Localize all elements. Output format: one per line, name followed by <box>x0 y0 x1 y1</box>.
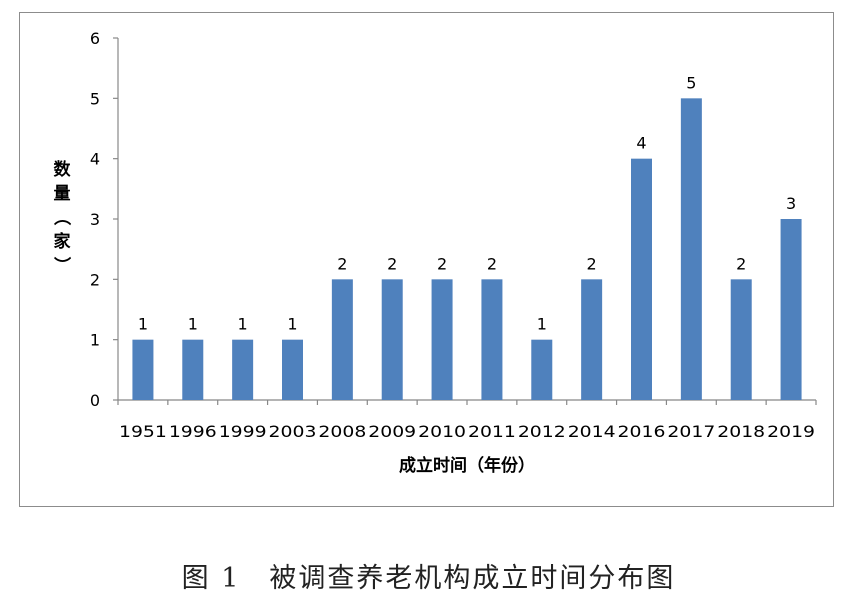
data-labels: 1 1 1 1 2 2 2 2 1 2 4 5 2 3 <box>138 73 796 333</box>
bar-2008 <box>331 279 353 400</box>
bar-2017 <box>680 98 702 400</box>
y-tick-label: 5 <box>90 89 100 108</box>
y-axis-title-char: ） <box>51 257 72 274</box>
x-tick-label-2010: 2010 <box>418 422 466 441</box>
x-tick-label-2018: 2018 <box>717 422 765 441</box>
bar-1996 <box>182 339 204 400</box>
data-label-2019: 3 <box>786 194 796 213</box>
y-axis: 0 1 2 3 4 5 6 <box>90 29 119 410</box>
x-tick-label-2011: 2011 <box>468 422 516 441</box>
data-label-1951: 1 <box>138 315 148 334</box>
x-tick-label-2017: 2017 <box>667 422 715 441</box>
x-tick-label-1951: 1951 <box>119 422 167 441</box>
x-tick-label-2009: 2009 <box>368 422 416 441</box>
x-tick-label-2019: 2019 <box>767 422 815 441</box>
x-tick-label-2012: 2012 <box>518 422 566 441</box>
x-tick-label-2016: 2016 <box>618 422 666 441</box>
y-tick-label: 0 <box>90 391 100 410</box>
y-tick-label: 6 <box>90 29 100 48</box>
x-tick-label-2008: 2008 <box>318 422 366 441</box>
bar-1951 <box>132 339 154 400</box>
data-label-2009: 2 <box>387 254 397 273</box>
data-label-2011: 2 <box>487 254 497 273</box>
bar-2019 <box>780 219 802 400</box>
x-tick-label-1999: 1999 <box>219 422 267 441</box>
bar-2010 <box>431 279 453 400</box>
y-axis-title-char: 量 <box>54 183 71 204</box>
y-axis-title-char: 数 <box>54 159 72 180</box>
bar-2012 <box>531 339 553 400</box>
y-tick-label: 4 <box>90 150 100 169</box>
y-tick-label: 3 <box>90 210 100 229</box>
x-tick-label-1996: 1996 <box>169 422 217 441</box>
x-axis-title: 成立时间（年份） <box>399 455 535 476</box>
y-axis-title-char: 家 <box>54 231 71 252</box>
data-label-2018: 2 <box>736 254 746 273</box>
y-tick-label: 1 <box>90 331 100 350</box>
bars <box>132 98 802 400</box>
data-label-2010: 2 <box>437 254 447 273</box>
data-label-2016: 4 <box>636 134 646 153</box>
x-tick-label-2014: 2014 <box>568 422 616 441</box>
bar-2016 <box>631 158 652 400</box>
figure-caption: 图 1 被调查养老机构成立时间分布图 <box>181 563 676 594</box>
y-tick-label: 2 <box>90 270 100 289</box>
y-axis-title: 数量 （ 家 ） <box>51 159 72 274</box>
data-label-2017: 5 <box>686 73 696 92</box>
x-tick-label-2003: 2003 <box>269 422 317 441</box>
bar-2009 <box>381 279 403 400</box>
y-axis-title-char: （ <box>51 209 72 226</box>
bar-2014 <box>581 279 603 400</box>
bar-2011 <box>481 279 503 400</box>
bar-2003 <box>282 339 303 400</box>
data-label-1996: 1 <box>188 315 198 334</box>
bar-1999 <box>232 339 254 400</box>
data-label-2014: 2 <box>587 254 597 273</box>
data-label-1999: 1 <box>238 315 248 334</box>
data-label-2012: 1 <box>537 315 547 334</box>
x-axis: 1951 1996 1999 2003 2008 2009 2010 2011 2012 2014… <box>117 399 817 441</box>
data-label-2003: 1 <box>287 315 297 334</box>
bar-2018 <box>730 279 752 400</box>
data-label-2008: 2 <box>337 254 347 273</box>
